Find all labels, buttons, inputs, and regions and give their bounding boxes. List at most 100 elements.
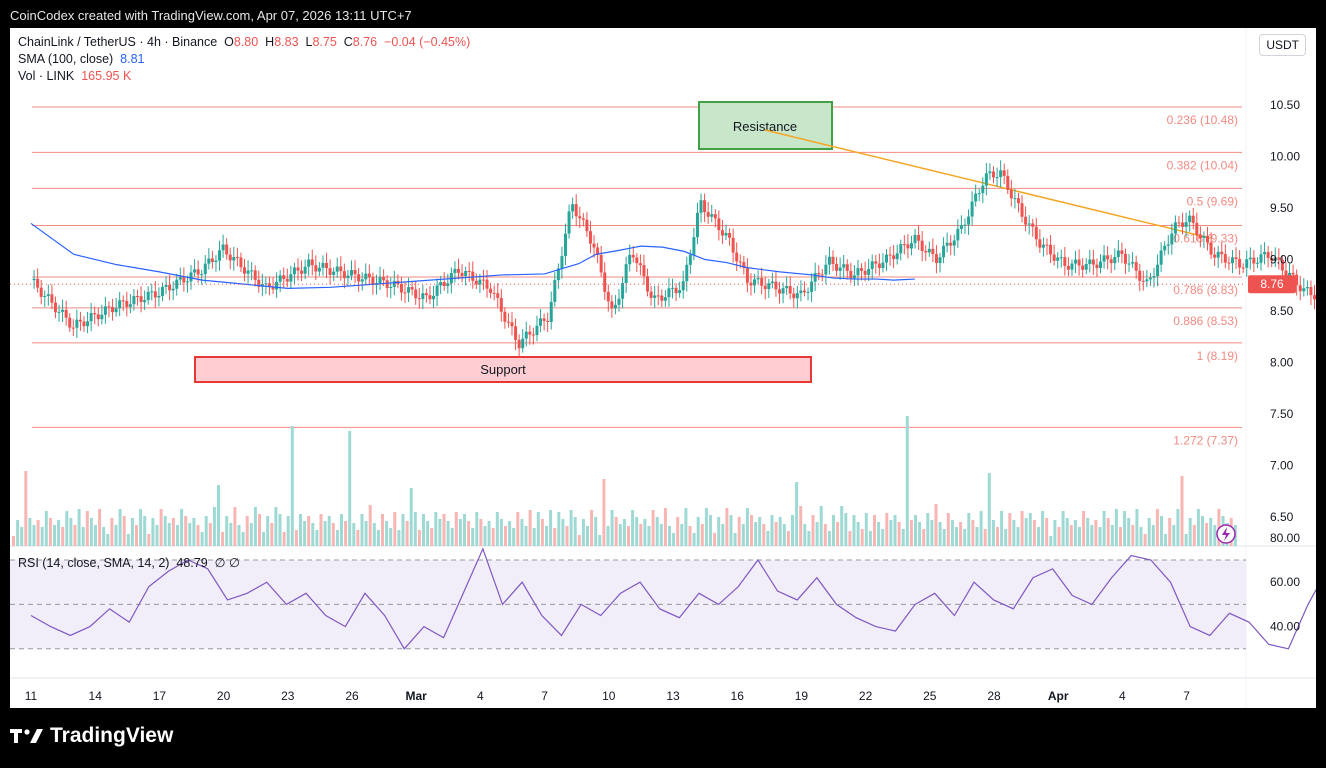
candle-body: [1148, 277, 1152, 280]
volume-bar: [557, 512, 561, 546]
candle-body: [225, 244, 229, 255]
volume-bar: [618, 524, 622, 546]
candle-body: [535, 325, 539, 336]
candle-body: [285, 278, 289, 282]
volume-bar: [815, 522, 819, 546]
candle-body: [638, 263, 642, 266]
low-value: 8.75: [312, 35, 337, 49]
candle-body: [1156, 264, 1160, 277]
volume-bar: [799, 506, 803, 546]
chart-credit: CoinCodex created with TradingView.com, …: [10, 8, 412, 23]
candle-body: [774, 281, 778, 290]
candle-body: [1245, 259, 1249, 268]
low-label: L: [305, 35, 313, 49]
volume-bar: [1139, 527, 1143, 546]
volume-bar: [598, 535, 602, 546]
candle-body: [289, 274, 293, 282]
candle-body: [528, 331, 532, 335]
candle-body: [1063, 257, 1067, 266]
volume-bar: [959, 522, 963, 546]
volume-bar: [877, 522, 881, 546]
candle-body: [514, 326, 518, 340]
candle-body: [1313, 295, 1316, 300]
candle-body: [78, 319, 82, 322]
volume-bar: [89, 518, 93, 546]
candle-body: [93, 313, 97, 315]
volume-bar: [897, 522, 901, 546]
volume-bar: [454, 512, 458, 546]
volume-bar: [192, 518, 196, 546]
volume-bar: [32, 525, 36, 546]
candle-body: [278, 275, 282, 282]
candle-body: [82, 321, 86, 327]
candle-body: [1120, 250, 1124, 254]
candle-body: [164, 285, 168, 287]
rsi-legend[interactable]: RSI (14, close, SMA, 14, 2) 48.79 ∅ ∅: [18, 555, 240, 570]
candle-body: [378, 277, 382, 284]
candle-body: [499, 297, 503, 312]
candle-body: [1252, 257, 1256, 264]
candle-body: [510, 322, 514, 327]
time-tick-label: 22: [859, 689, 873, 703]
candle-body: [728, 232, 732, 238]
candle-body: [1284, 270, 1288, 277]
volume-bar: [1065, 518, 1069, 546]
candle-body: [303, 266, 307, 274]
candle-body: [735, 252, 739, 262]
volume-bar: [594, 517, 598, 546]
volume-bar: [463, 514, 466, 546]
candle-body: [100, 314, 104, 320]
volume-bar: [1037, 527, 1040, 546]
volume-bar: [1000, 511, 1004, 546]
candle-body: [1077, 259, 1081, 266]
candle-body: [168, 285, 172, 291]
candle-body: [917, 234, 921, 241]
volume-bar: [364, 521, 368, 546]
volume-bar: [1160, 516, 1163, 546]
ohlc-legend: ChainLink / TetherUS · 4h · Binance O8.8…: [18, 35, 470, 49]
candle-body: [938, 257, 942, 263]
candle-body: [574, 204, 578, 217]
candle-body: [970, 201, 974, 217]
candle-body: [856, 268, 860, 276]
sma-legend[interactable]: SMA (100, close) 8.81: [18, 52, 144, 66]
rsi-value: 48.79: [176, 556, 208, 570]
currency-button[interactable]: USDT: [1259, 34, 1306, 56]
volume-bar: [868, 531, 872, 546]
candle-body: [909, 243, 913, 249]
candle-body: [999, 170, 1003, 178]
candle-body: [992, 171, 996, 178]
volume-bar: [848, 531, 852, 546]
volume-bar: [249, 523, 253, 546]
candle-body: [1045, 244, 1049, 246]
volume-bar: [44, 511, 48, 546]
volume-bar: [1184, 534, 1188, 546]
candle-body: [118, 300, 122, 309]
candle-body: [838, 267, 842, 271]
candle-body: [542, 318, 546, 321]
volume-bar: [48, 518, 52, 546]
volume-bar: [1213, 525, 1217, 546]
chart-frame[interactable]: 0.236 (10.48) 0.382 (10.04) 0.5 (9.69) 0.61…: [10, 28, 1316, 708]
symbol-title[interactable]: ChainLink / TetherUS · 4h · Binance: [18, 35, 218, 49]
volume-bar: [1057, 527, 1061, 546]
candle-body: [1166, 244, 1170, 246]
volume-bar: [258, 514, 261, 546]
volume-bar: [98, 509, 102, 546]
candle-body: [713, 214, 717, 219]
price-tick-label: 10.50: [1270, 98, 1300, 112]
candle-body: [842, 264, 846, 268]
volume-bar: [467, 521, 471, 546]
volume-legend[interactable]: Vol · LINK 165.95 K: [18, 69, 131, 83]
candle-body: [464, 270, 468, 277]
candle-body: [785, 286, 789, 289]
candle-body: [1013, 198, 1017, 200]
volume-bar: [520, 519, 524, 546]
candle-body: [653, 295, 657, 298]
fib-label: 0.382 (10.04): [1167, 158, 1238, 172]
candle-body: [1216, 251, 1220, 258]
price-chart[interactable]: 0.236 (10.48) 0.382 (10.04) 0.5 (9.69) 0.61…: [10, 28, 1316, 708]
volume-bar: [73, 525, 77, 546]
candle-body: [1195, 222, 1199, 235]
volume-bar: [840, 506, 844, 546]
